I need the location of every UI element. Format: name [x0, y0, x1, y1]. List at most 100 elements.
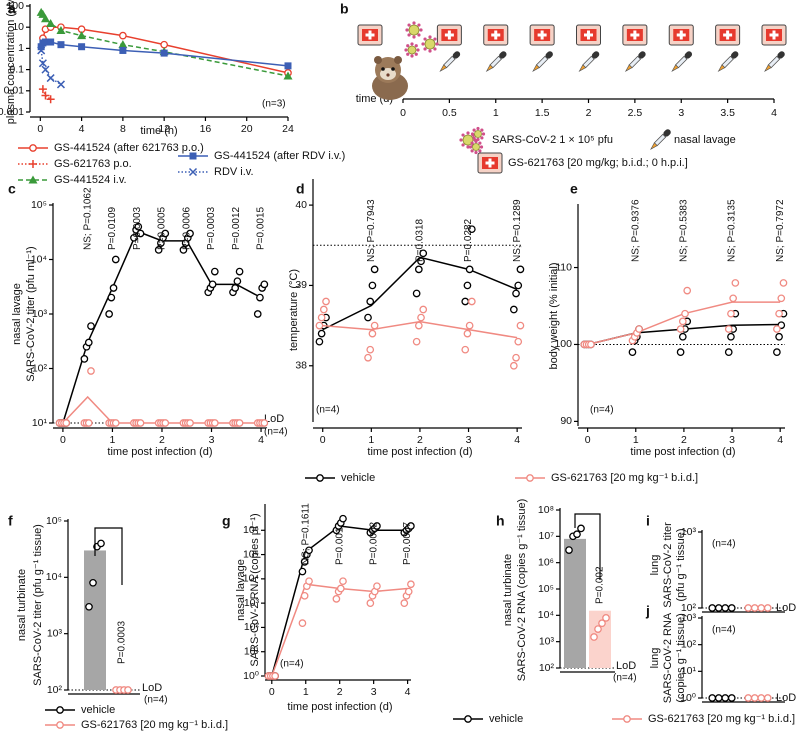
data-point: [763, 604, 772, 612]
legend-label: vehicle: [81, 704, 115, 716]
y-axis-title: SARS-CoV-2 RNA (copies g⁻¹ tissue): [516, 499, 528, 681]
p-value: NS; P=0.3135: [727, 199, 738, 262]
data-point: [78, 43, 86, 51]
virus-spike: [474, 139, 478, 144]
legend-marker: [464, 715, 472, 723]
virus-spike: [405, 28, 409, 32]
y-tick-label: 100: [554, 338, 572, 350]
p-value: P=0.0015: [256, 206, 267, 250]
data-point: [724, 325, 733, 333]
data-point: [283, 71, 293, 80]
p-value: P=0.0003: [117, 620, 128, 664]
data-point: [461, 297, 470, 306]
data-point: [407, 580, 415, 589]
data-point: [773, 325, 781, 333]
virus-spike: [414, 44, 418, 48]
y-tick-label: 10⁸: [538, 504, 554, 516]
pipette-tip: [717, 64, 726, 72]
data-point: [509, 305, 518, 314]
p-value: P=0.0003: [206, 206, 217, 250]
sampling-icon: [578, 51, 600, 72]
virus-icon: [459, 131, 477, 149]
legend-marker: [188, 167, 198, 177]
data-point: [80, 355, 89, 363]
ferret-icon: [372, 56, 408, 100]
data-point: [366, 297, 375, 306]
data-point: [300, 558, 309, 566]
y-tick-label: 10²: [681, 638, 697, 650]
virus-spike: [472, 128, 476, 132]
virus-spike: [466, 145, 470, 149]
y-axis-title: SARS-CoV-2 titer (pfu g⁻¹ tissue): [32, 524, 44, 686]
ferret-nose: [386, 73, 390, 77]
kit-cross: [584, 33, 593, 37]
x-tick-label: 1: [303, 686, 309, 698]
virus-spike: [470, 149, 474, 153]
kit-cross: [444, 33, 454, 37]
y-tick-label: 10¹: [244, 645, 260, 657]
data-point: [757, 694, 766, 702]
y-tick-label: 90: [560, 415, 572, 427]
lod-label: LoD: [142, 682, 162, 694]
data-point: [412, 337, 421, 346]
ferret-ear: [374, 56, 382, 64]
data-point: [87, 322, 95, 330]
sampling-icon: [624, 51, 646, 72]
y-axis-title: body weight (% initial): [548, 263, 560, 370]
data-point: [233, 277, 242, 286]
data-point: [744, 694, 753, 702]
data-point: [77, 31, 87, 40]
y-tick-label: 10²: [539, 662, 555, 674]
virus-spike: [412, 21, 416, 25]
kit-cross: [630, 33, 640, 37]
data-point: [38, 85, 47, 94]
data-point: [41, 38, 49, 46]
data-point: [467, 225, 476, 234]
n-note: (n=4): [613, 673, 637, 684]
x-tick-label: 4: [777, 434, 783, 446]
kit-cross: [676, 33, 686, 37]
data-point: [124, 686, 132, 694]
data-point: [37, 46, 46, 55]
y-tick-label: 10²: [47, 684, 63, 696]
data-point: [368, 329, 377, 338]
x-tick-label: 0: [60, 434, 66, 446]
y-axis-title: nasal lavage: [235, 559, 247, 621]
data-point: [373, 582, 381, 591]
x-tick-label: 1: [110, 434, 116, 446]
data-point: [46, 95, 55, 104]
p-value: P=0.0282: [463, 218, 474, 262]
data-point: [465, 265, 474, 274]
data-point: [235, 419, 244, 427]
n-note: (n=4): [712, 625, 736, 636]
timeline-legend-label: GS-621763 [20 mg/kg; b.i.d.; 0 h.p.i.]: [508, 157, 688, 169]
virus-body: [407, 45, 417, 55]
data-point: [62, 419, 71, 427]
legend-label: GS-621763 [20 mg kg⁻¹ b.i.d.]: [81, 719, 228, 731]
n-note: (n=4): [264, 427, 288, 438]
data-point: [721, 604, 730, 612]
lod-label: LoD: [264, 413, 284, 425]
treatment-icon: [477, 152, 503, 174]
legend-marker: [29, 144, 37, 152]
data-point: [744, 604, 753, 612]
y-tick-label: 40: [295, 199, 307, 211]
y-axis-title: plasma concentration (μM): [5, 0, 17, 124]
data-point: [714, 604, 723, 612]
p-value: P=0.0318: [415, 218, 426, 262]
y-tick-label: 0.001: [0, 106, 24, 118]
x-tick-label: 16: [200, 123, 212, 135]
ferret-eye: [381, 67, 385, 71]
legend-label: GS-621763 [20 mg kg⁻¹ b.i.d.]: [551, 472, 698, 484]
data-point: [729, 294, 737, 303]
pipette-tip: [532, 64, 540, 72]
legend-marker: [189, 152, 197, 160]
data-point: [41, 91, 50, 100]
data-point: [514, 281, 523, 290]
data-point: [370, 321, 379, 330]
timeline-tick-label: 0.5: [442, 107, 457, 119]
data-point: [750, 694, 759, 702]
data-point: [186, 229, 194, 238]
y-axis-title: SARS-CoV-2 RNA (copies μl⁻¹): [249, 513, 261, 666]
